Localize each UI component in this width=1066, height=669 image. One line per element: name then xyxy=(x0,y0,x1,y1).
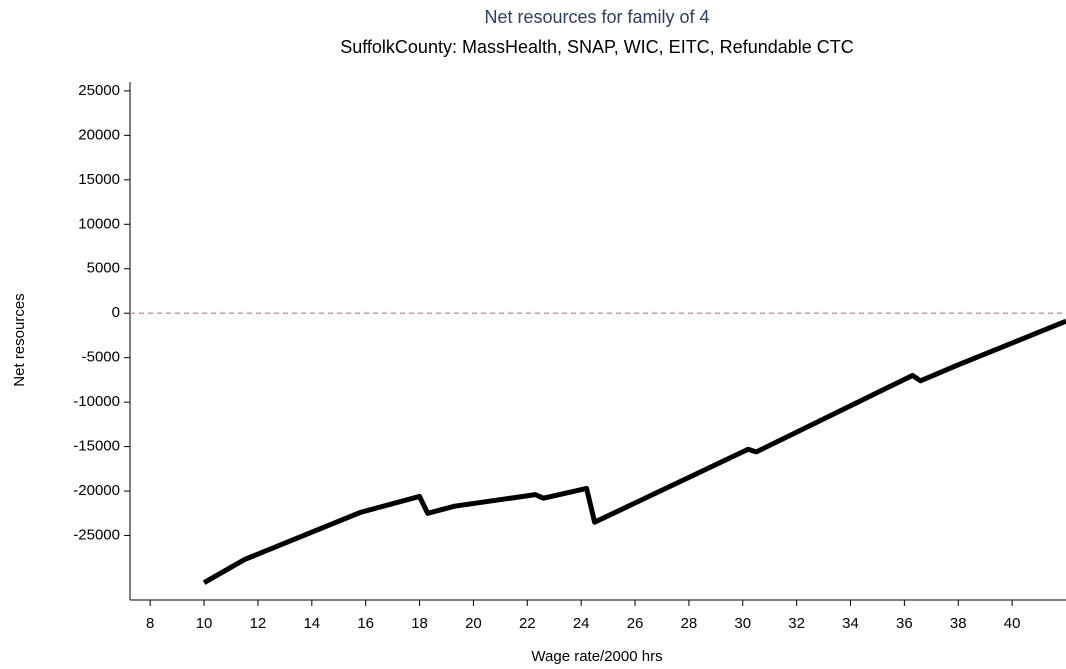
x-tick-label: 16 xyxy=(357,615,374,632)
y-tick-label: -5000 xyxy=(82,349,120,366)
y-tick-label: 0 xyxy=(112,304,120,321)
x-tick-label: 10 xyxy=(196,615,213,632)
data-line xyxy=(202,318,1066,585)
x-tick-label: 38 xyxy=(950,615,967,632)
y-tick-label: -25000 xyxy=(73,526,120,543)
x-tick-label: 14 xyxy=(303,615,320,632)
x-tick-label: 12 xyxy=(250,615,267,632)
y-tick-label: 25000 xyxy=(78,82,120,99)
x-tick-label: 8 xyxy=(146,615,154,632)
y-tick-label: 10000 xyxy=(78,215,120,232)
x-tick-label: 26 xyxy=(627,615,644,632)
x-tick-label: 30 xyxy=(734,615,751,632)
x-tick-label: 36 xyxy=(896,615,913,632)
x-tick-label: 20 xyxy=(465,615,482,632)
x-tick-label: 28 xyxy=(681,615,698,632)
y-tick-label: -20000 xyxy=(73,482,120,499)
x-tick-label: 40 xyxy=(1004,615,1021,632)
x-tick-label: 22 xyxy=(519,615,536,632)
y-tick-label: 15000 xyxy=(78,171,120,188)
y-tick-label: -10000 xyxy=(73,393,120,410)
y-tick-label: 20000 xyxy=(78,126,120,143)
x-tick-label: 24 xyxy=(573,615,590,632)
chart-subtitle: SuffolkCounty: MassHealth, SNAP, WIC, EI… xyxy=(340,37,854,57)
x-tick-label: 34 xyxy=(842,615,859,632)
x-axis-label: Wage rate/2000 hrs xyxy=(531,648,662,665)
x-tick-label: 18 xyxy=(411,615,428,632)
y-tick-label: 5000 xyxy=(87,260,120,277)
y-axis-label: Net resources xyxy=(11,293,28,386)
chart-title: Net resources for family of 4 xyxy=(484,7,709,27)
y-tick-label: -15000 xyxy=(73,438,120,455)
x-tick-label: 32 xyxy=(788,615,805,632)
